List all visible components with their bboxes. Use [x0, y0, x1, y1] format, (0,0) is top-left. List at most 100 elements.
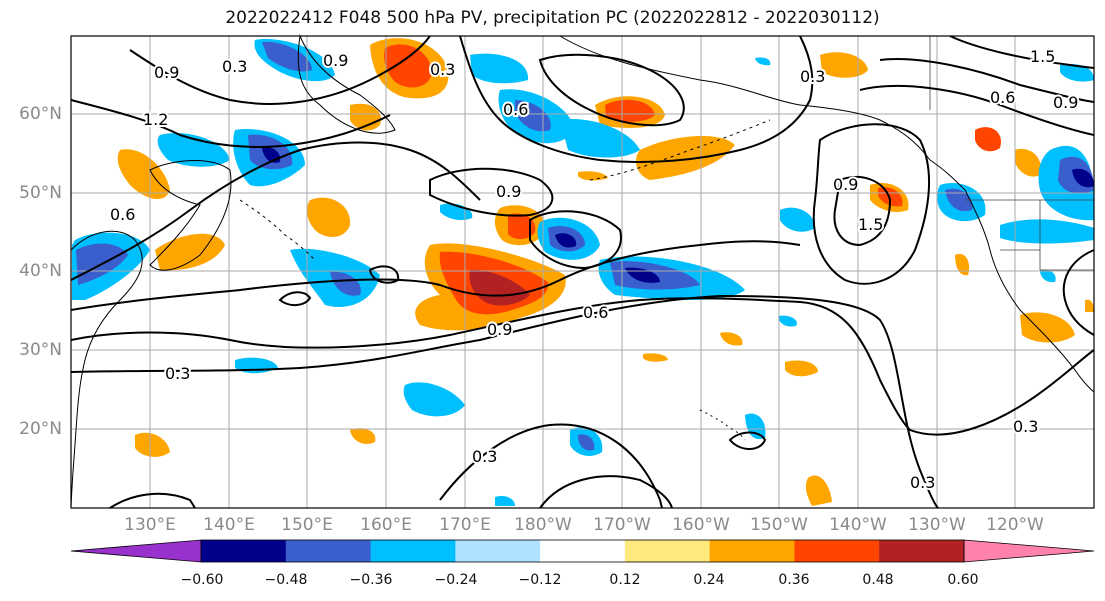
colorbar-segment — [370, 540, 456, 562]
precip-negative-core — [515, 100, 551, 132]
lon-label: 140°W — [829, 515, 887, 535]
precip-negative-core — [945, 188, 973, 212]
contour-label: 0.9 — [496, 182, 521, 201]
precip-negative-area — [470, 53, 529, 84]
lon-label: 150°W — [750, 515, 808, 535]
colorbar-segment — [709, 540, 795, 562]
colorbar-tick-label: −0.12 — [518, 572, 562, 588]
japan-coastline — [149, 160, 232, 271]
lat-label: 30°N — [19, 340, 62, 360]
precip-negative-area — [403, 382, 465, 417]
colorbar-tick-label: 0.12 — [609, 572, 641, 588]
kamchatka-coastline — [297, 34, 396, 134]
lat-label: 40°N — [19, 261, 62, 281]
pv-contour — [539, 475, 673, 509]
precip-positive-area — [805, 475, 832, 506]
precip-positive-core — [508, 213, 536, 240]
colorbar-tick-label: 0.24 — [693, 572, 725, 588]
precip-positive-area — [955, 253, 970, 276]
contour-label: 0.6 — [990, 88, 1015, 107]
colorbar-segment — [963, 539, 1095, 563]
pv-contour — [368, 265, 400, 284]
pv-contour — [129, 35, 431, 105]
map-title: 2022022412 F048 500 hPa PV, precipitatio… — [225, 8, 880, 28]
pv-contour — [949, 35, 1095, 69]
lon-label: 130°W — [908, 515, 966, 535]
state-borders — [929, 36, 1094, 271]
pv-contour — [70, 240, 801, 311]
contour-label: 0.6 — [110, 205, 135, 224]
contour-label: 0.9 — [323, 51, 348, 70]
coastlines — [70, 34, 1095, 509]
contour-label: 0.3 — [472, 447, 497, 466]
precip-negative-deep — [1072, 168, 1094, 188]
precip-positive-area — [1085, 299, 1094, 312]
precip-positive-core — [384, 44, 432, 88]
precip-positive-core — [878, 187, 903, 207]
contour-label: 1.2 — [143, 110, 168, 129]
pv-contour — [459, 35, 814, 163]
precip-negative-area — [1000, 219, 1094, 244]
kuril-islands — [239, 199, 316, 261]
precip-positive-core — [469, 269, 530, 306]
colorbar-tick-label: −0.24 — [434, 572, 478, 588]
precip-negative-area — [778, 315, 797, 327]
lon-label: 150°E — [281, 515, 333, 535]
lat-label: 60°N — [19, 104, 62, 124]
precip-negative-area — [755, 57, 771, 66]
precip-shading — [72, 38, 1094, 506]
hawaii-islands — [699, 409, 746, 441]
precip-negative-deep — [555, 233, 577, 248]
contour-label: 0.3 — [430, 60, 455, 79]
pv-contour — [538, 53, 685, 127]
pv-contour — [859, 85, 1095, 136]
contour-label: 0.3 — [1013, 417, 1038, 436]
colorbar-segment — [285, 540, 372, 562]
pv-contour — [70, 141, 481, 281]
lon-label: 120°W — [986, 515, 1044, 535]
precip-positive-area — [117, 149, 170, 200]
precip-negative-area — [780, 207, 815, 232]
colorbar-outline — [200, 539, 965, 563]
map-panel: 0.3 0.6 0.9 0.9 1.2 0.3 0.9 0.9 0.6 1.5 … — [70, 34, 1095, 509]
colorbar-tick-label: 0.48 — [862, 572, 894, 588]
pv-contour — [728, 431, 767, 450]
gridlines — [71, 36, 1094, 508]
contour-label: 0.6 — [583, 303, 608, 322]
precip-negative-area — [157, 132, 230, 167]
lon-label: 130°E — [124, 515, 176, 535]
colorbar-segment — [879, 540, 965, 562]
colorbar-segment — [794, 540, 880, 562]
colorbar-tick-label: −0.48 — [264, 572, 308, 588]
colorbar — [70, 539, 1095, 563]
contour-label: 1.5 — [858, 215, 883, 234]
colorbar-segment — [455, 540, 541, 562]
contour-label: 0.3 — [222, 57, 247, 76]
pv-contour — [278, 291, 312, 306]
contour-label: 1.5 — [1030, 47, 1055, 66]
lon-label: 170°E — [439, 515, 491, 535]
contour-label: 0.3 — [910, 473, 935, 492]
precip-positive-area — [635, 135, 735, 180]
pv-contour — [529, 210, 622, 270]
colorbar-segment — [540, 540, 626, 562]
colorbar-segment — [201, 540, 287, 562]
pv-contour — [1062, 249, 1095, 336]
colorbar-segment — [624, 540, 711, 562]
precip-negative-area — [495, 496, 515, 506]
pv-contour — [109, 492, 196, 509]
precip-negative-core — [262, 41, 312, 72]
pv-contour — [70, 99, 391, 148]
colorbar-tick-label: −0.60 — [180, 572, 224, 588]
lon-label: 160°W — [672, 515, 730, 535]
lon-label: 170°W — [593, 515, 651, 535]
pv-contour — [812, 123, 930, 285]
contour-label: 0.3 — [165, 364, 190, 383]
lat-label: 20°N — [19, 419, 62, 439]
precip-positive-area — [1015, 148, 1041, 177]
lat-label: 50°N — [19, 183, 62, 203]
colorbar-tick-label: 0.36 — [778, 572, 810, 588]
pv-contour — [70, 294, 939, 509]
contour-label: 0.3 — [800, 67, 825, 86]
asia-coastline — [70, 230, 143, 509]
